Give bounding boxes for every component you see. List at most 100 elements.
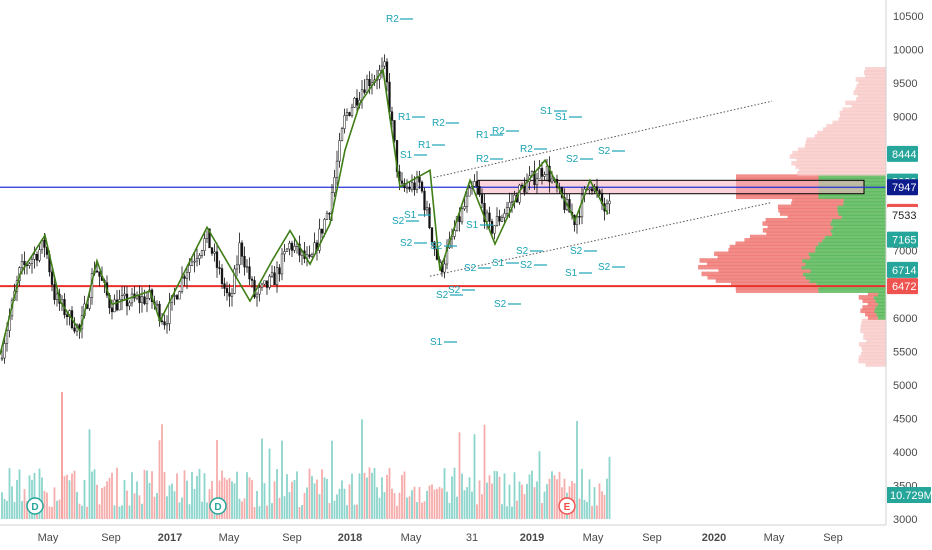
candle-body	[433, 241, 436, 250]
volume-bar	[508, 484, 511, 519]
volume-profile-bar	[861, 321, 886, 327]
volume-bar	[583, 499, 586, 519]
candle-body	[420, 181, 424, 192]
volume-bar	[188, 504, 191, 519]
price-badge-label: 7165	[892, 235, 916, 247]
volume-profile-bar	[832, 231, 886, 236]
volume-profile-bar	[762, 228, 831, 233]
volume-bar	[226, 479, 228, 519]
candle-body	[213, 251, 216, 254]
pivot-label: S1	[404, 210, 417, 221]
candle-body	[423, 190, 426, 211]
volume-bar	[393, 493, 396, 519]
price-badge	[887, 179, 918, 196]
volume-profile-bar	[862, 348, 886, 354]
volume-bar	[451, 476, 453, 519]
pivot-label: S2	[448, 285, 461, 296]
volume-bar	[506, 506, 508, 519]
volume-bar	[198, 468, 201, 519]
volume-bar	[108, 477, 111, 519]
candle-body	[203, 238, 206, 251]
volume-bar	[383, 492, 386, 519]
candle-body	[453, 230, 456, 237]
price-badge	[887, 261, 918, 278]
volume-profile-bar	[851, 103, 886, 109]
candle-body	[265, 280, 269, 288]
volume-profile-bar	[791, 201, 844, 206]
time-tick-label: May	[764, 532, 785, 544]
volume-bar	[381, 477, 383, 519]
volume-bar	[158, 440, 161, 519]
volume-bar	[328, 503, 331, 519]
price-tick-label: 10500	[893, 11, 924, 23]
candle-body	[480, 194, 484, 204]
volume-bar	[271, 503, 273, 519]
pivot-label: R1	[418, 140, 431, 151]
volume-bar	[98, 504, 101, 519]
candle-body	[393, 120, 396, 141]
candle-body	[275, 267, 279, 285]
candle-body	[408, 187, 411, 190]
candle-body	[430, 227, 434, 243]
volume-bar	[428, 485, 431, 519]
volume-bar	[411, 490, 413, 519]
volume-profile	[698, 67, 886, 367]
volume-profile-bar	[814, 134, 886, 139]
pivot-label: S2	[566, 154, 579, 165]
volume-bar	[356, 504, 358, 519]
volume-bar	[596, 505, 598, 519]
volume-profile-bar	[855, 87, 886, 92]
volume-bar	[351, 473, 353, 519]
volume-bar	[516, 500, 518, 519]
volume-profile-bar	[701, 271, 803, 277]
volume-bar	[368, 467, 371, 519]
volume-bar	[418, 487, 421, 519]
volume-bar	[408, 496, 411, 519]
volume-bar	[331, 440, 333, 519]
volume-bar	[121, 505, 123, 519]
candle-body	[323, 219, 326, 234]
volume-bar	[103, 486, 106, 519]
volume-bar	[543, 491, 546, 519]
pivot-label: S2	[520, 260, 533, 271]
candle-body	[283, 251, 286, 255]
volume-bar	[86, 506, 88, 519]
volume-bar	[166, 496, 168, 519]
candle-body	[418, 176, 421, 183]
time-tick-label: May	[38, 532, 59, 544]
volume-bar	[268, 448, 271, 519]
pivot-label: S2	[464, 263, 477, 274]
volume-profile-bar	[810, 268, 886, 273]
candle-body	[548, 165, 551, 183]
volume-bar	[481, 494, 483, 519]
volume-bar	[233, 483, 236, 519]
volume-bar	[608, 456, 611, 519]
candle-body	[578, 216, 581, 218]
volume-profile-bar	[728, 248, 816, 253]
volume-profile-bar	[838, 117, 886, 122]
volume-profile-bar	[744, 238, 823, 243]
volume-profile-bar	[815, 248, 886, 253]
event-marker-circle	[558, 497, 576, 515]
volume-bar	[313, 483, 316, 519]
candle-body	[115, 299, 119, 311]
volume-bar	[513, 472, 516, 519]
candle-body	[540, 168, 544, 177]
candle-body	[550, 178, 554, 183]
candle-body	[235, 264, 239, 270]
volume-profile-bar	[797, 171, 886, 176]
volume-profile-bar	[735, 241, 819, 247]
candle-body	[310, 254, 314, 257]
candle-body	[238, 242, 241, 266]
volume-profile-bar	[717, 254, 811, 260]
volume-bar	[578, 498, 581, 519]
candle-body	[563, 197, 566, 210]
volume-bar	[143, 469, 146, 519]
volume-bar	[256, 490, 258, 519]
volume-bar	[551, 471, 553, 519]
volume-bar	[371, 472, 373, 519]
volume-profile-bar	[832, 120, 886, 126]
upper-trendline	[429, 100, 773, 179]
